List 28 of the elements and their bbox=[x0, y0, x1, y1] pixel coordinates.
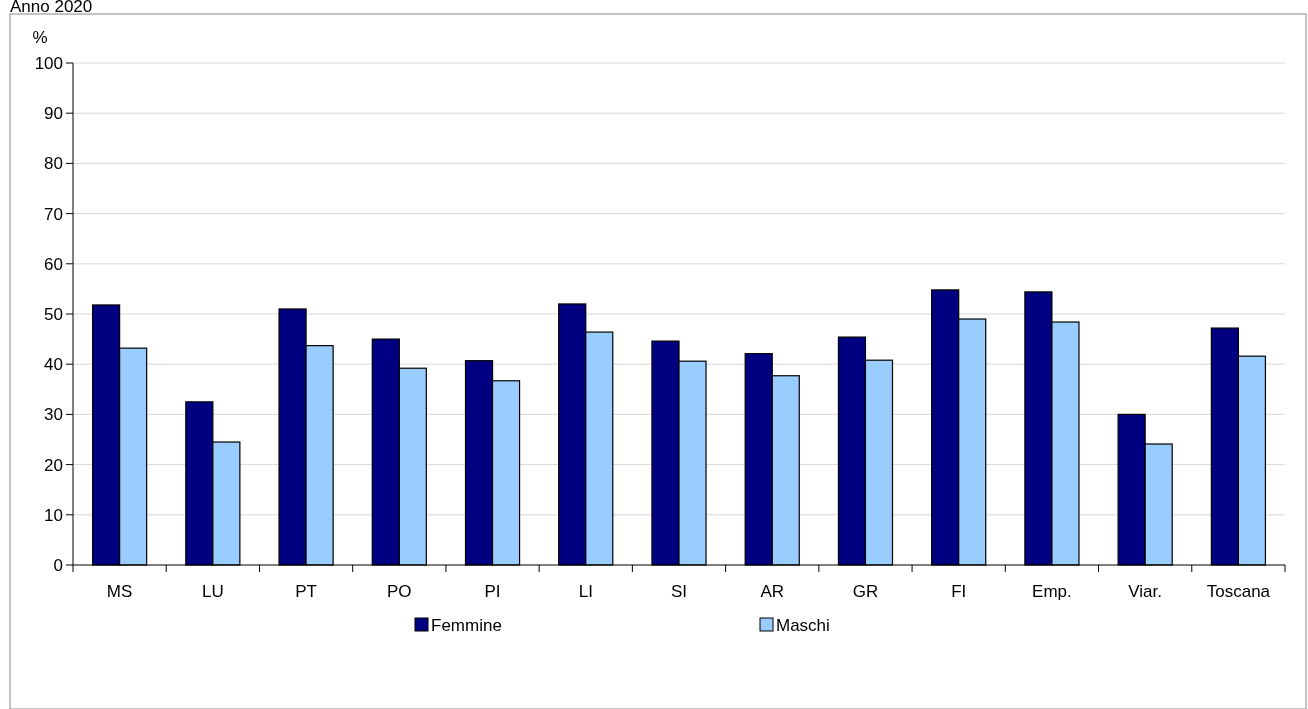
x-tick-label: AR bbox=[760, 582, 785, 601]
y-axis-title: % bbox=[32, 28, 48, 47]
y-tick-label: 70 bbox=[44, 204, 63, 224]
x-tick-label: LI bbox=[578, 582, 593, 601]
x-tick-label: MS bbox=[106, 582, 133, 601]
y-tick-label: 20 bbox=[44, 455, 63, 475]
x-tick-label: PO bbox=[387, 582, 412, 601]
x-tick-label: SI bbox=[670, 582, 688, 601]
y-tick-label: 10 bbox=[44, 505, 63, 525]
x-tick-label: GR bbox=[852, 582, 879, 601]
x-tick-label: Viar. bbox=[1128, 582, 1163, 601]
y-tick-label: 30 bbox=[44, 405, 63, 425]
y-tick-label: 80 bbox=[44, 154, 63, 174]
legend-label: Maschi bbox=[776, 615, 830, 635]
x-tick-label: FI bbox=[951, 582, 967, 601]
x-tick-label: LU bbox=[201, 582, 224, 601]
y-tick-label: 0 bbox=[53, 555, 63, 575]
y-tick-label: 40 bbox=[44, 355, 63, 375]
x-tick-label: Emp. bbox=[1032, 582, 1072, 601]
y-tick-label: 90 bbox=[44, 104, 63, 124]
y-tick-label: 100 bbox=[34, 53, 63, 73]
x-tick-label: PI bbox=[484, 582, 501, 601]
x-tick-label: PT bbox=[295, 582, 317, 601]
x-tick-label: Toscana bbox=[1206, 582, 1271, 601]
y-tick-label: 60 bbox=[44, 254, 63, 274]
legend-label: Femmine bbox=[431, 615, 502, 635]
chart-title: Anno 2020 bbox=[10, 0, 93, 16]
y-tick-label: 50 bbox=[44, 304, 63, 324]
